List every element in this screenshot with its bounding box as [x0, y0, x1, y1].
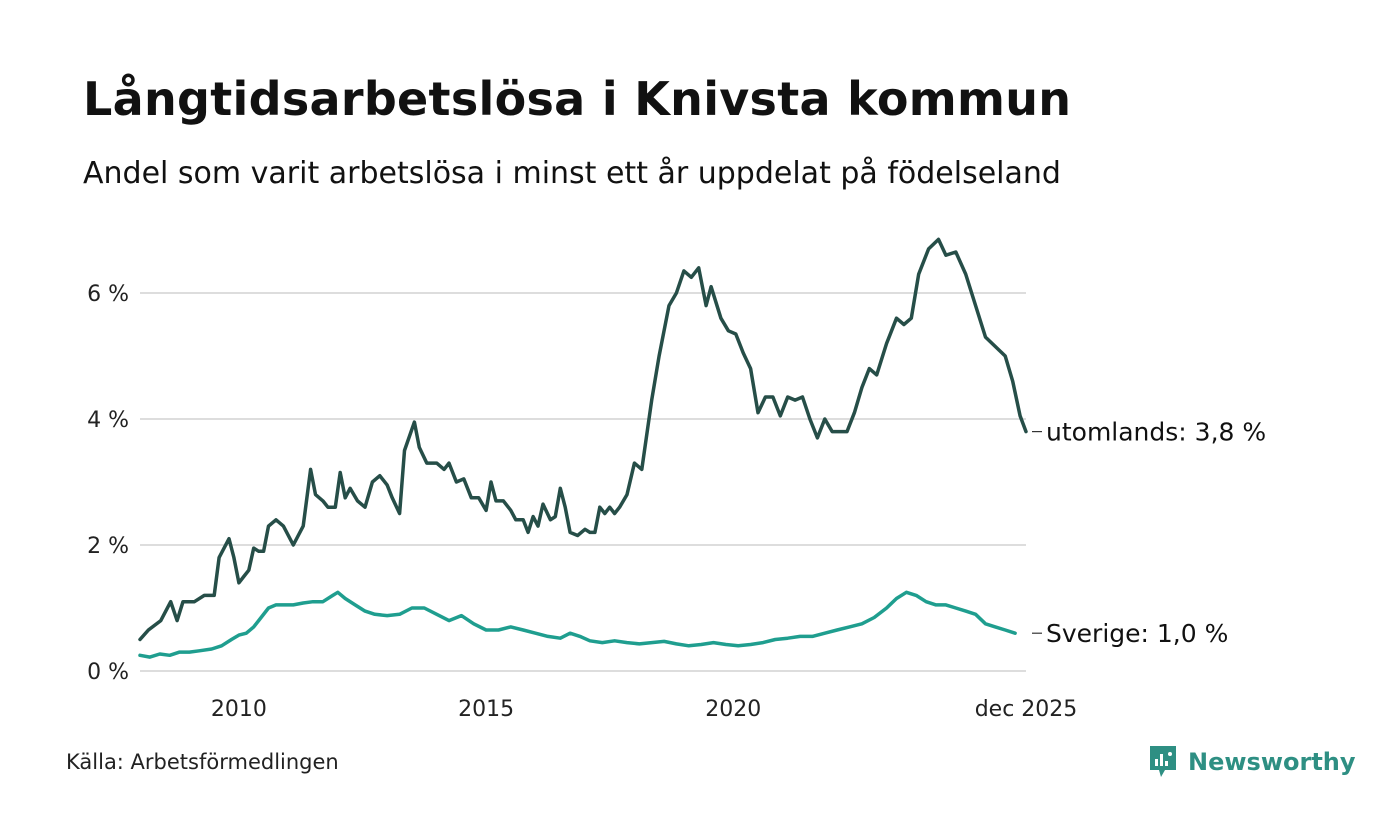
y-tick-label: 0 % — [87, 660, 129, 685]
x-tick-label: 2010 — [211, 697, 267, 722]
chart-title: Långtidsarbetslösa i Knivsta kommun — [83, 72, 1072, 126]
series-end-labels: utomlands: 3,8 % Sverige: 1,0 % — [1032, 418, 1266, 648]
gridlines — [140, 292, 1026, 672]
y-tick-label: 6 % — [87, 282, 129, 307]
chart-subtitle: Andel som varit arbetslösa i minst ett å… — [83, 156, 1061, 191]
brand-logo[interactable]: Newsworthy — [1148, 744, 1356, 780]
y-tick-label: 2 % — [87, 534, 129, 559]
series-lines — [138, 237, 1028, 659]
y-axis: 0 % 2 % 4 % 6 % — [87, 282, 129, 685]
x-axis: 2010 2015 2020 dec 2025 — [211, 697, 1077, 722]
end-label-utomlands: utomlands: 3,8 % — [1046, 418, 1266, 447]
brand-name: Newsworthy — [1188, 748, 1356, 776]
newsworthy-logo-icon — [1150, 746, 1176, 777]
series-line-utomlands — [138, 237, 1028, 642]
x-tick-label: dec 2025 — [975, 697, 1078, 722]
source-note: Källa: Arbetsförmedlingen — [66, 750, 339, 774]
end-label-sverige: Sverige: 1,0 % — [1046, 619, 1228, 648]
x-tick-label: 2015 — [458, 697, 514, 722]
y-tick-label: 4 % — [87, 408, 129, 433]
series-line-sverige — [138, 590, 1017, 659]
x-tick-label: 2020 — [705, 697, 761, 722]
